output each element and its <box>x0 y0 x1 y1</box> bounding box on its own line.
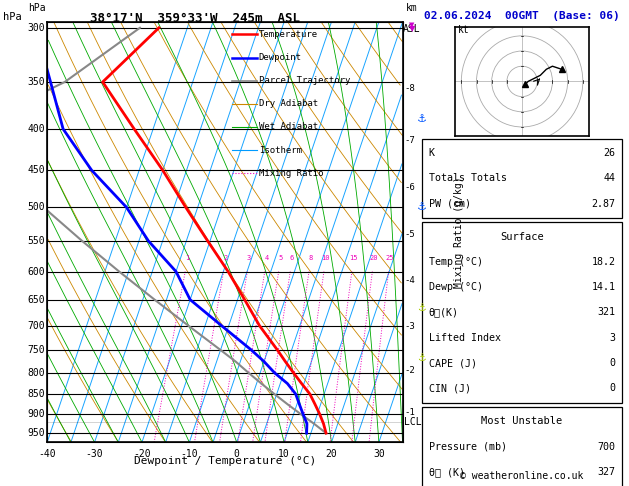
Text: Surface: Surface <box>500 232 544 242</box>
Text: -20: -20 <box>133 449 151 459</box>
Text: PW (cm): PW (cm) <box>429 199 470 208</box>
Text: ⚓: ⚓ <box>416 114 426 123</box>
Text: 500: 500 <box>28 202 45 212</box>
Text: hPa: hPa <box>3 12 22 22</box>
Text: 25: 25 <box>386 255 394 261</box>
Text: Mixing Ratio: Mixing Ratio <box>259 169 323 178</box>
Text: 350: 350 <box>28 77 45 87</box>
Text: 14.1: 14.1 <box>591 282 615 292</box>
Text: ▼: ▼ <box>409 22 415 28</box>
Text: 8: 8 <box>308 255 313 261</box>
Text: 0: 0 <box>610 383 615 393</box>
Text: 3: 3 <box>247 255 251 261</box>
Text: -3: -3 <box>404 322 415 331</box>
Text: kt: kt <box>459 25 470 35</box>
Text: θᴇ(K): θᴇ(K) <box>429 308 459 317</box>
Text: ▼: ▼ <box>409 24 415 34</box>
Text: -10: -10 <box>181 449 198 459</box>
Text: ASL: ASL <box>403 24 420 34</box>
Text: Pressure (mb): Pressure (mb) <box>429 442 507 451</box>
Text: 550: 550 <box>28 236 45 246</box>
Text: Dewpoint: Dewpoint <box>259 53 302 62</box>
Text: km: km <box>406 3 417 14</box>
X-axis label: Dewpoint / Temperature (°C): Dewpoint / Temperature (°C) <box>134 456 316 466</box>
Bar <box>423 139 621 218</box>
Text: 38°17'N  359°33'W  245m  ASL: 38°17'N 359°33'W 245m ASL <box>90 12 300 25</box>
Text: θᴇ (K): θᴇ (K) <box>429 467 465 477</box>
Text: 0: 0 <box>234 449 240 459</box>
Text: 327: 327 <box>598 467 615 477</box>
Text: CAPE (J): CAPE (J) <box>429 358 477 368</box>
Text: 800: 800 <box>28 368 45 378</box>
Text: 0: 0 <box>610 358 615 368</box>
Text: 300: 300 <box>28 23 45 33</box>
Text: ⚓: ⚓ <box>416 202 426 212</box>
Text: 2.87: 2.87 <box>591 199 615 208</box>
Text: Lifted Index: Lifted Index <box>429 333 501 343</box>
Bar <box>423 222 621 403</box>
Text: 6: 6 <box>290 255 294 261</box>
Text: 30: 30 <box>373 449 385 459</box>
Text: -7: -7 <box>404 136 415 145</box>
Text: 26: 26 <box>603 148 615 158</box>
Text: 900: 900 <box>28 409 45 419</box>
Text: -2: -2 <box>404 366 415 375</box>
Text: 4: 4 <box>264 255 269 261</box>
Text: Parcel Trajectory: Parcel Trajectory <box>259 76 350 85</box>
Text: Temperature: Temperature <box>259 30 318 39</box>
Text: 02.06.2024  00GMT  (Base: 06): 02.06.2024 00GMT (Base: 06) <box>424 11 620 21</box>
Text: 950: 950 <box>28 428 45 438</box>
Text: Isotherm: Isotherm <box>259 146 302 155</box>
Text: 20: 20 <box>326 449 337 459</box>
Text: 700: 700 <box>598 442 615 451</box>
Text: 850: 850 <box>28 389 45 399</box>
Text: 5: 5 <box>278 255 282 261</box>
Text: 321: 321 <box>598 308 615 317</box>
Text: Mixing Ratio (g/kg): Mixing Ratio (g/kg) <box>454 176 464 288</box>
Text: ⚓: ⚓ <box>417 353 426 363</box>
Text: 650: 650 <box>28 295 45 305</box>
Text: Dry Adiabat: Dry Adiabat <box>259 99 318 108</box>
Text: -40: -40 <box>38 449 56 459</box>
Text: 10: 10 <box>278 449 290 459</box>
Text: Temp (°C): Temp (°C) <box>429 257 482 267</box>
Text: 20: 20 <box>369 255 378 261</box>
Bar <box>423 407 621 486</box>
Text: 2: 2 <box>223 255 228 261</box>
Text: 450: 450 <box>28 165 45 175</box>
Text: 44: 44 <box>603 174 615 183</box>
Text: Dewp (°C): Dewp (°C) <box>429 282 482 292</box>
Text: K: K <box>429 148 435 158</box>
Text: LCL: LCL <box>404 417 422 427</box>
Text: 700: 700 <box>28 321 45 331</box>
Text: Totals Totals: Totals Totals <box>429 174 507 183</box>
Text: hPa: hPa <box>28 3 45 14</box>
Text: ⚓: ⚓ <box>417 303 426 312</box>
Text: -30: -30 <box>86 449 103 459</box>
Text: Wet Adiabat: Wet Adiabat <box>259 122 318 132</box>
Text: 18.2: 18.2 <box>591 257 615 267</box>
Text: Most Unstable: Most Unstable <box>481 417 563 426</box>
Text: -4: -4 <box>404 276 415 285</box>
Text: © weatheronline.co.uk: © weatheronline.co.uk <box>460 471 584 481</box>
Text: 1: 1 <box>185 255 189 261</box>
Text: -8: -8 <box>404 85 415 93</box>
Text: 400: 400 <box>28 124 45 134</box>
Text: -6: -6 <box>404 183 415 191</box>
Text: -5: -5 <box>404 230 415 239</box>
Text: 3: 3 <box>610 333 615 343</box>
Text: -1: -1 <box>404 408 415 417</box>
Text: CIN (J): CIN (J) <box>429 383 470 393</box>
Text: 10: 10 <box>321 255 330 261</box>
Text: 750: 750 <box>28 345 45 355</box>
Text: 15: 15 <box>349 255 357 261</box>
Text: 600: 600 <box>28 266 45 277</box>
